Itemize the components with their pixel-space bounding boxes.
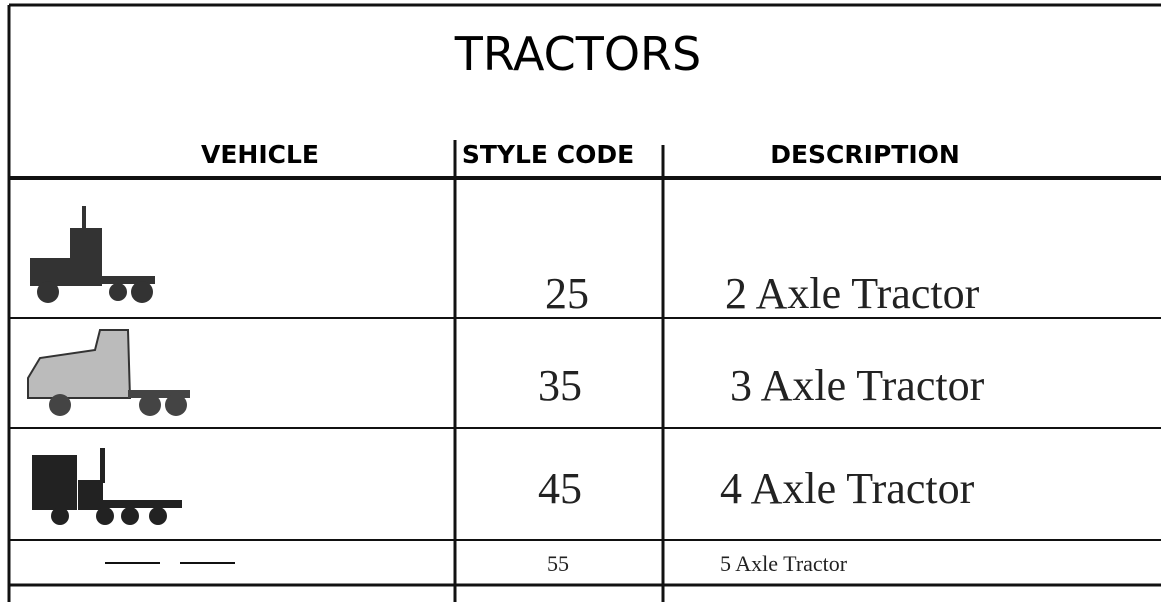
style-code: 45 bbox=[538, 464, 582, 513]
style-code: 55 bbox=[547, 551, 569, 576]
style-code: 35 bbox=[538, 361, 582, 410]
description: 5 Axle Tractor bbox=[720, 551, 848, 576]
truck-icon bbox=[32, 448, 182, 525]
column-header: STYLE CODE bbox=[462, 140, 634, 169]
truck-icon bbox=[30, 206, 155, 303]
truck-icon bbox=[27, 329, 190, 416]
column-header: VEHICLE bbox=[201, 140, 319, 169]
description: 2 Axle Tractor bbox=[725, 269, 980, 318]
column-header: DESCRIPTION bbox=[770, 140, 960, 169]
description: 4 Axle Tractor bbox=[720, 464, 975, 513]
style-code: 25 bbox=[545, 269, 589, 318]
description: 3 Axle Tractor bbox=[730, 361, 985, 410]
title: TRACTORS bbox=[454, 27, 701, 81]
